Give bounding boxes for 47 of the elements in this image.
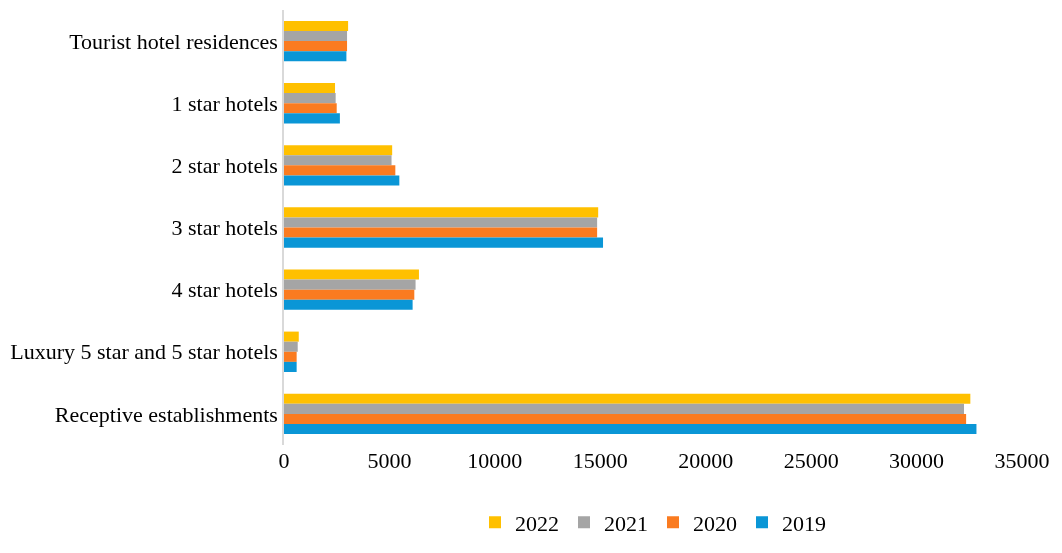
- bar: [284, 403, 965, 414]
- bar: [284, 361, 297, 372]
- bar: [284, 207, 599, 218]
- bar: [284, 113, 340, 124]
- bar: [284, 341, 298, 352]
- bar: [284, 41, 348, 52]
- bar: [284, 424, 977, 435]
- bar: [284, 30, 348, 42]
- bar: [284, 351, 297, 362]
- legend-label: 2019: [782, 510, 826, 536]
- bar: [284, 175, 400, 186]
- bar: [284, 20, 349, 31]
- legend-label: 2021: [604, 510, 648, 536]
- bar: [284, 165, 396, 176]
- bar: [284, 289, 415, 300]
- x-tick-label: 30000: [889, 448, 945, 473]
- bar: [284, 279, 416, 290]
- x-tick-label: 25000: [783, 448, 839, 473]
- legend-label: 2020: [693, 510, 737, 536]
- bar: [284, 145, 393, 156]
- bar: [284, 83, 336, 94]
- bar: [284, 217, 598, 228]
- x-tick-label: 15000: [572, 448, 628, 473]
- y-tick-label: 2 star hotels: [171, 153, 278, 179]
- bar: [284, 299, 413, 310]
- legend-label: 2022: [515, 510, 559, 536]
- x-tick-label: 35000: [994, 448, 1050, 473]
- y-tick-label: 3 star hotels: [171, 215, 278, 241]
- y-tick-label: Luxury 5 star and 5 star hotels: [10, 339, 278, 365]
- y-tick-label: 4 star hotels: [171, 277, 278, 303]
- bar: [284, 93, 336, 104]
- bar: [284, 227, 598, 238]
- y-tick-label: 1 star hotels: [171, 90, 278, 116]
- bar: [284, 51, 347, 62]
- bar: [284, 155, 392, 166]
- bar: [284, 413, 967, 425]
- x-tick-label: 20000: [678, 448, 734, 473]
- y-tick-label: Tourist hotel residences: [69, 28, 278, 54]
- bar: [284, 393, 971, 404]
- bar: [284, 331, 299, 342]
- bar: [284, 269, 419, 280]
- bar: [284, 103, 337, 114]
- y-tick-label: Receptive establishments: [54, 401, 278, 427]
- x-tick-label: 0: [278, 448, 290, 473]
- bar: [284, 237, 604, 248]
- x-tick-label: 5000: [367, 448, 412, 473]
- x-tick-label: 10000: [467, 448, 523, 473]
